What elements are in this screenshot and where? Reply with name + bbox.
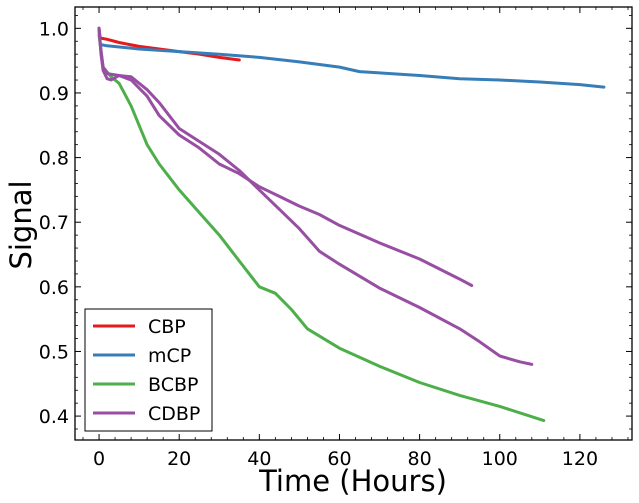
legend-label-cbp: CBP bbox=[148, 316, 186, 338]
legend-label-cdbp: CDBP bbox=[148, 403, 200, 425]
y-tick-label: 0.6 bbox=[39, 277, 69, 299]
legend-label-bcbp: BCBP bbox=[148, 374, 198, 396]
x-tick-label: 60 bbox=[327, 448, 351, 470]
y-tick-label: 0.5 bbox=[39, 341, 69, 363]
x-tick-label: 0 bbox=[93, 448, 105, 470]
plot-frame bbox=[74, 6, 633, 441]
x-tick-label: 100 bbox=[482, 448, 518, 470]
axis-tick-labels: 0 20 40 60 80 100 120 0.4 0.5 0.6 0.7 0.8 0.9 1.0 bbox=[39, 18, 598, 470]
series-lines bbox=[97, 26, 606, 423]
series-line-cdbp bbox=[97, 26, 534, 366]
y-tick-label: 1.0 bbox=[39, 18, 69, 40]
x-axis-title: Time (Hours) bbox=[258, 464, 447, 498]
x-tick-label: 20 bbox=[167, 448, 191, 470]
series-line-bcbp bbox=[97, 33, 546, 423]
series-line-mcp bbox=[97, 26, 606, 89]
y-axis-title: Signal bbox=[4, 180, 38, 269]
y-tick-label: 0.9 bbox=[39, 83, 69, 105]
y-tick-label: 0.7 bbox=[39, 212, 69, 234]
legend-frame bbox=[84, 308, 213, 432]
x-tick-label: 80 bbox=[408, 448, 432, 470]
y-tick-label: 0.4 bbox=[39, 406, 69, 428]
legend: CBP mCP BCBP CDBP bbox=[84, 308, 213, 432]
series-line-cbp bbox=[97, 26, 241, 62]
y-tick-label: 0.8 bbox=[39, 148, 69, 170]
series-line-cdbp bbox=[97, 26, 474, 287]
axis-ticks bbox=[75, 7, 632, 440]
x-tick-label: 40 bbox=[247, 448, 271, 470]
x-tick-label: 120 bbox=[562, 448, 598, 470]
legend-label-mcp: mCP bbox=[148, 345, 191, 367]
